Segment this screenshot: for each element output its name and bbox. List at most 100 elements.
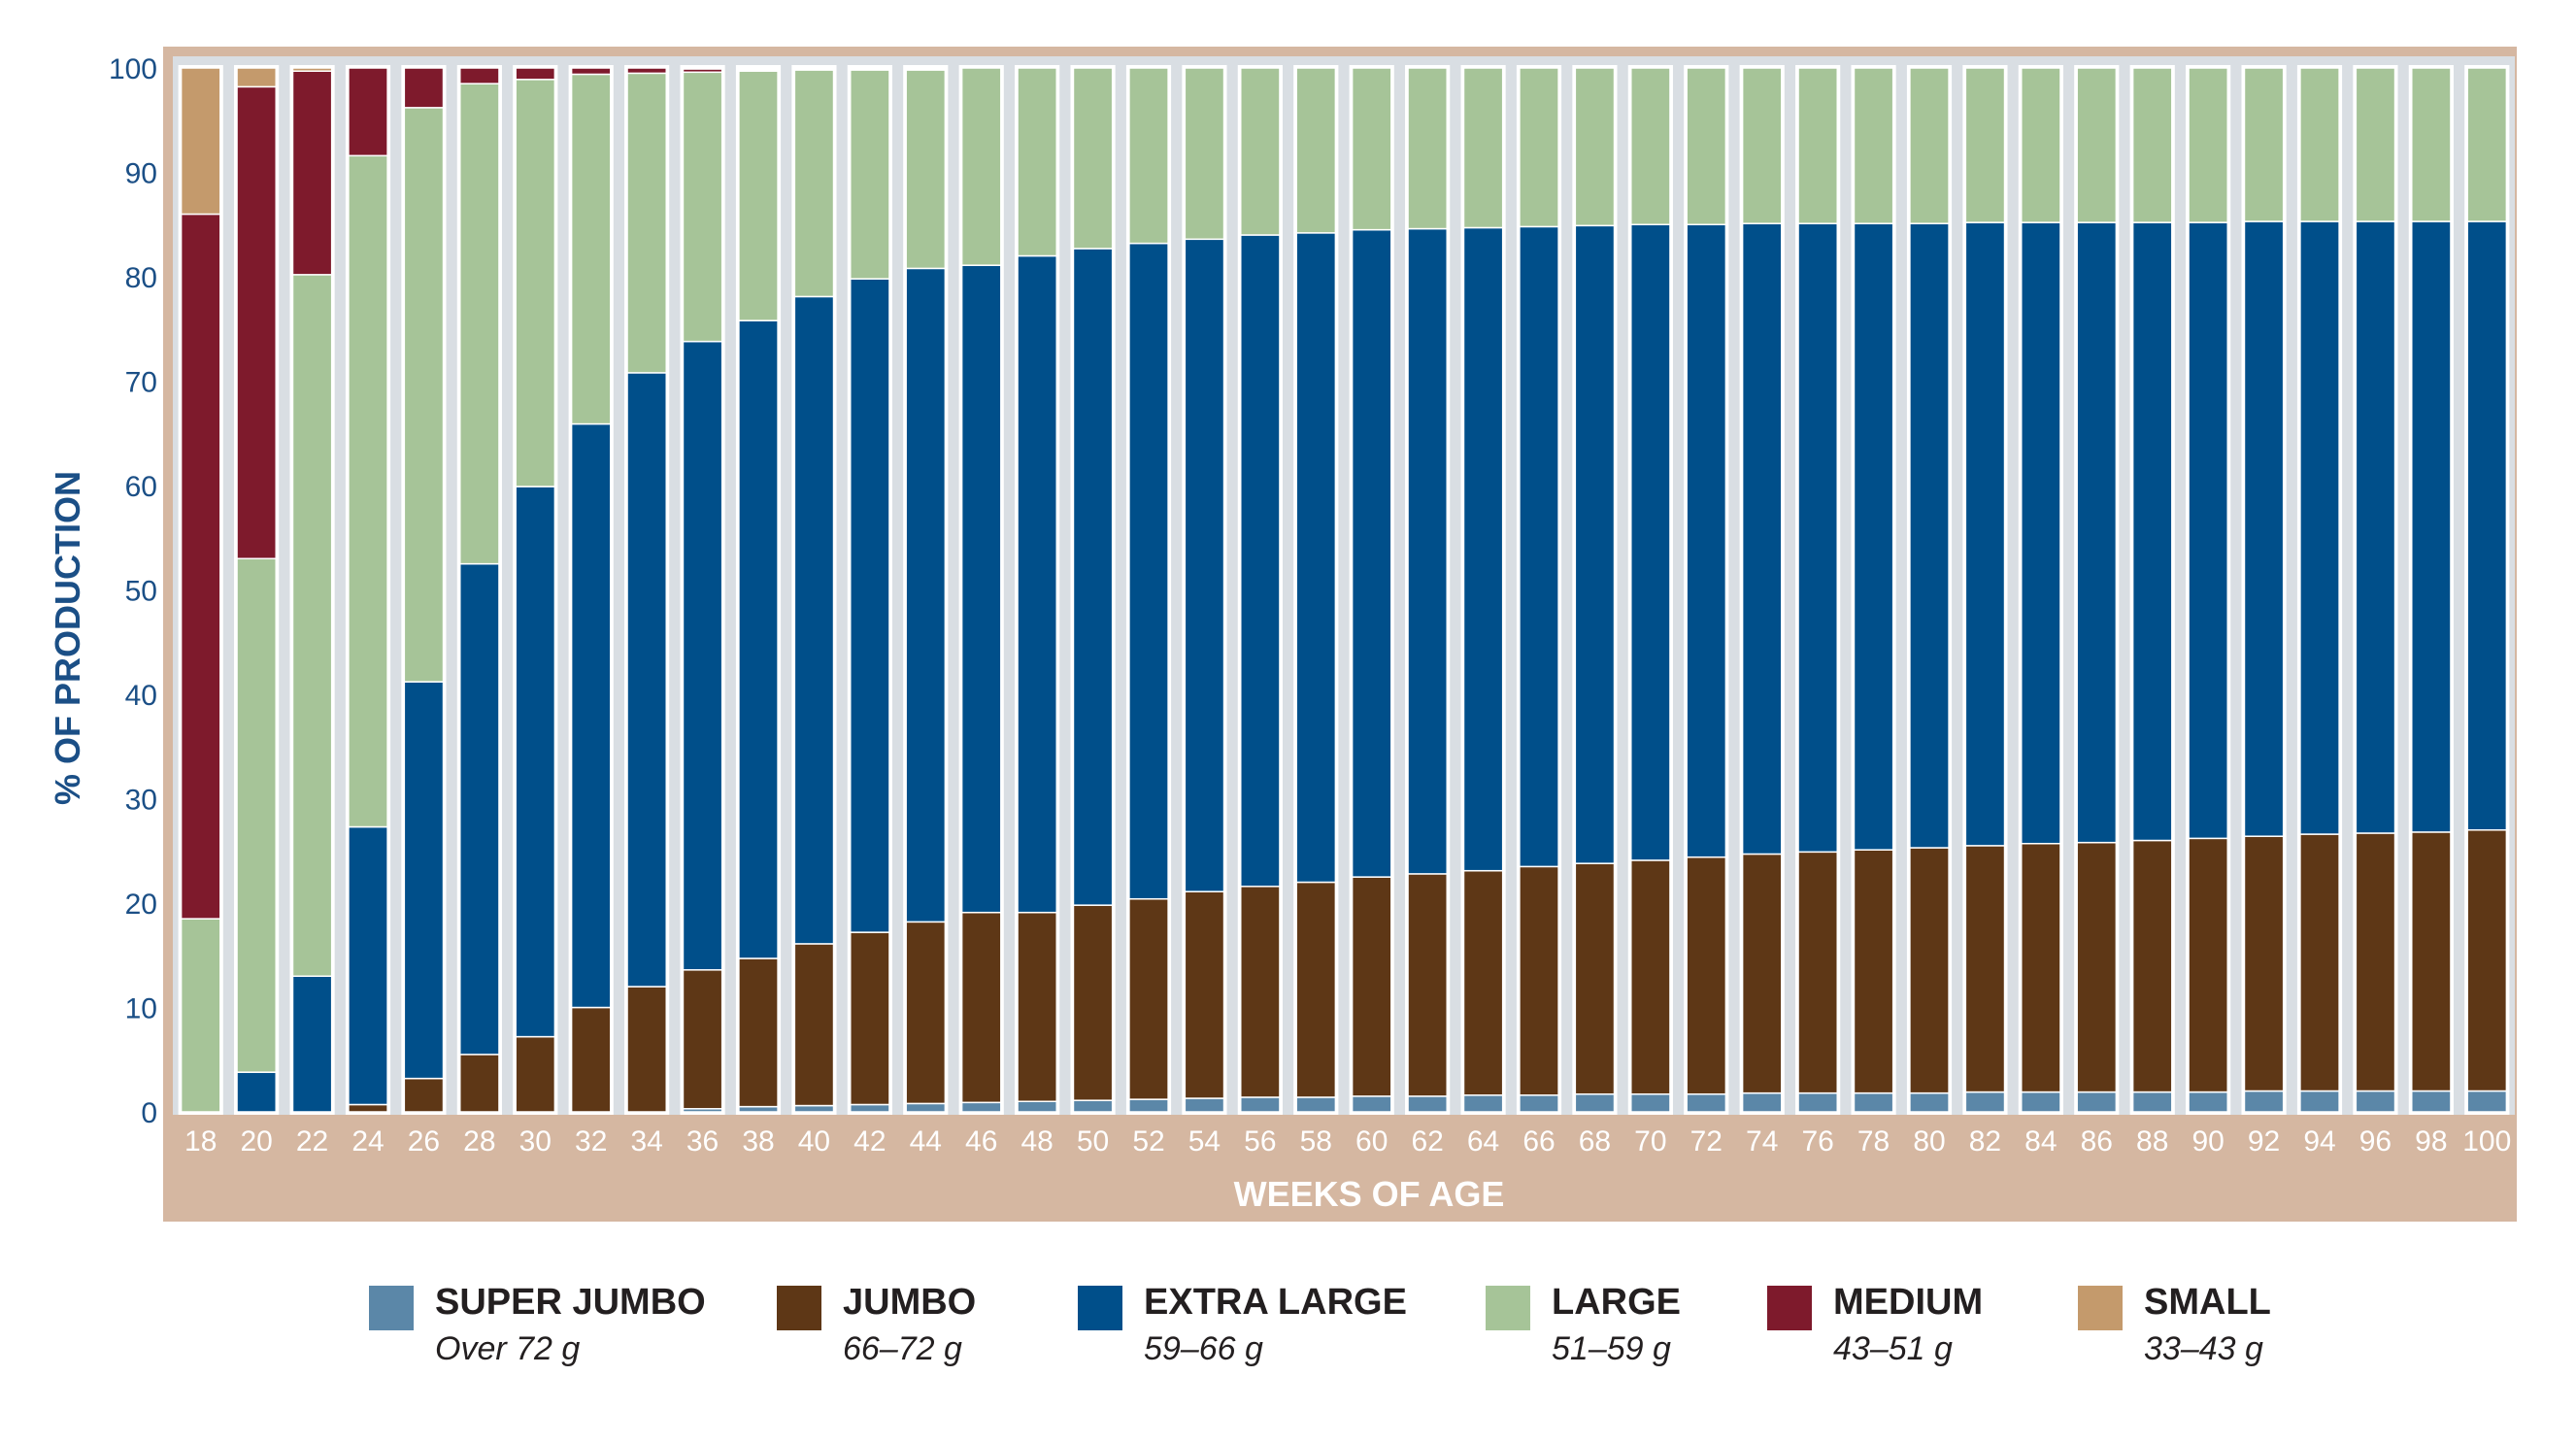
bar-segment-super-jumbo-week-42 [850, 1103, 890, 1113]
bar-segment-large-week-54 [1184, 67, 1225, 241]
legend-swatch-extra-large [1078, 1286, 1122, 1330]
bar-segment-extra-large-week-98 [2411, 220, 2452, 833]
bar-segment-large-week-46 [960, 67, 1002, 266]
bar-segment-extra-large-week-94 [2299, 220, 2340, 835]
bar-segment-extra-large-week-30 [515, 486, 556, 1038]
bar-segment-large-week-76 [1797, 67, 1838, 224]
legend-label-large: LARGE [1552, 1282, 1681, 1323]
bar-segment-super-jumbo-week-56 [1240, 1096, 1281, 1113]
bar-segment-super-jumbo-week-100 [2466, 1090, 2508, 1113]
bar-segment-small-week-20 [236, 67, 277, 88]
legend-swatch-super-jumbo [369, 1286, 414, 1330]
x-tick-label: 80 [1913, 1125, 1945, 1158]
x-tick-label: 62 [1411, 1125, 1443, 1158]
bar-segment-large-week-52 [1128, 67, 1169, 245]
x-tick-label: 32 [575, 1125, 607, 1158]
legend-label-extra-large: EXTRA LARGE [1144, 1282, 1407, 1323]
x-tick-label: 24 [351, 1125, 384, 1158]
bar-segment-extra-large-week-88 [2131, 221, 2173, 842]
bar-segment-jumbo-week-24 [348, 1103, 388, 1113]
x-tick-label: 40 [798, 1125, 830, 1158]
x-tick-label: 36 [686, 1125, 719, 1158]
bar-segment-jumbo-week-48 [1017, 911, 1057, 1102]
x-tick-label: 46 [965, 1125, 997, 1158]
bar-segment-jumbo-week-42 [850, 931, 890, 1106]
bar-segment-extra-large-week-20 [236, 1071, 277, 1113]
bar-segment-large-week-38 [738, 70, 779, 321]
bar-segment-super-jumbo-week-50 [1072, 1099, 1114, 1113]
bar-segment-large-week-60 [1351, 67, 1392, 231]
bar-segment-small-week-18 [180, 67, 221, 216]
bar-segment-super-jumbo-week-64 [1462, 1094, 1504, 1113]
bar-segment-medium-week-20 [236, 85, 277, 559]
bar-segment-jumbo-week-100 [2466, 829, 2508, 1092]
bar-segment-medium-week-30 [515, 67, 556, 81]
x-tick-label: 96 [2359, 1125, 2392, 1158]
bar-segment-jumbo-week-60 [1351, 876, 1392, 1097]
bar-segment-extra-large-week-72 [1686, 223, 1727, 858]
bar-segment-large-week-34 [626, 72, 667, 374]
x-tick-label: 20 [240, 1125, 272, 1158]
chart-legend: SUPER JUMBO Over 72 g JUMBO 66–72 g EXTR… [369, 1282, 2408, 1389]
bar-segment-extra-large-week-22 [291, 975, 333, 1113]
x-tick-label: 44 [910, 1125, 942, 1158]
bar-segment-large-week-58 [1295, 67, 1337, 234]
x-tick-label: 50 [1077, 1125, 1109, 1158]
bar-segment-large-week-88 [2131, 67, 2173, 223]
bar-segment-extra-large-week-64 [1462, 226, 1504, 872]
bars-group [178, 65, 2510, 1115]
bar-segment-super-jumbo-week-72 [1686, 1092, 1727, 1113]
bar-segment-jumbo-week-52 [1128, 897, 1169, 1100]
bar-segment-extra-large-week-68 [1574, 224, 1616, 864]
legend-swatch-small [2078, 1286, 2123, 1330]
bar-segment-extra-large-week-78 [1853, 222, 1894, 851]
bar-segment-extra-large-week-84 [2021, 221, 2061, 845]
bar-segment-super-jumbo-week-54 [1184, 1097, 1225, 1113]
bar-segment-jumbo-week-28 [459, 1054, 500, 1113]
bar-segment-large-week-100 [2466, 67, 2508, 222]
x-tick-label: 90 [2191, 1125, 2224, 1158]
bar-segment-large-week-36 [682, 71, 723, 343]
bar-segment-jumbo-week-94 [2299, 833, 2340, 1092]
bar-segment-jumbo-week-38 [738, 957, 779, 1108]
bar-segment-super-jumbo-week-86 [2076, 1091, 2118, 1113]
x-tick-label: 30 [519, 1125, 552, 1158]
bar-segment-large-week-44 [905, 69, 947, 270]
bar-segment-extra-large-week-62 [1407, 227, 1448, 875]
x-tick-label: 84 [2024, 1125, 2057, 1158]
x-tick-label: 48 [1020, 1125, 1053, 1158]
bar-segment-super-jumbo-week-94 [2299, 1090, 2340, 1113]
legend-swatch-large [1486, 1286, 1530, 1330]
bar-segment-super-jumbo-week-48 [1017, 1100, 1057, 1113]
legend-swatch-jumbo [777, 1286, 821, 1330]
bar-segment-super-jumbo-week-68 [1574, 1092, 1616, 1113]
bar-segment-large-week-78 [1853, 67, 1894, 224]
bar-segment-large-week-32 [570, 73, 612, 425]
bar-segment-large-week-22 [291, 274, 333, 978]
bar-segment-jumbo-week-86 [2076, 841, 2118, 1093]
bar-segment-jumbo-week-40 [793, 943, 835, 1107]
bar-segment-large-week-62 [1407, 67, 1448, 230]
bar-segment-super-jumbo-week-98 [2411, 1090, 2452, 1113]
legend-range-medium: 43–51 g [1833, 1330, 1953, 1367]
bar-segment-super-jumbo-week-70 [1630, 1092, 1671, 1113]
y-tick-label: 90 [125, 158, 157, 190]
bar-segment-super-jumbo-week-60 [1351, 1095, 1392, 1113]
x-tick-label: 74 [1746, 1125, 1778, 1158]
x-tick-label: 88 [2136, 1125, 2168, 1158]
y-axis-label: % OF PRODUCTION [48, 471, 87, 805]
bar-segment-jumbo-week-84 [2021, 842, 2061, 1093]
x-tick-label: 86 [2081, 1125, 2113, 1158]
y-tick-label: 30 [125, 785, 157, 817]
bar-segment-jumbo-week-82 [1964, 845, 2006, 1093]
bar-segment-large-week-20 [236, 557, 277, 1073]
bar-segment-extra-large-week-96 [2355, 220, 2396, 834]
bar-segment-extra-large-week-100 [2466, 220, 2508, 831]
bar-segment-large-week-70 [1630, 67, 1671, 225]
x-tick-label: 22 [296, 1125, 328, 1158]
x-tick-label: 64 [1467, 1125, 1499, 1158]
bar-segment-medium-week-36 [682, 68, 723, 74]
x-tick-label: 82 [1969, 1125, 2001, 1158]
bar-segment-jumbo-week-98 [2411, 831, 2452, 1092]
bar-segment-extra-large-week-44 [905, 267, 947, 923]
